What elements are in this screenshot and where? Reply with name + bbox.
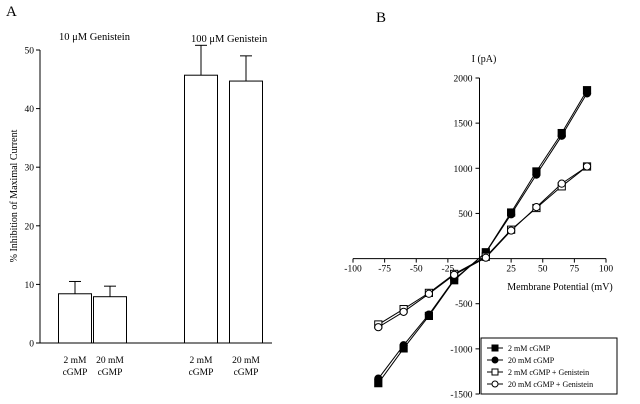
iv-x-tick-label: -25: [442, 265, 455, 275]
iv-x-tick-label: -50: [410, 265, 423, 275]
iv-y-tick-label: -500: [455, 300, 473, 310]
data-point: [507, 226, 516, 235]
iv-x-tick-label: 50: [538, 265, 548, 275]
legend-label: 20 mM cGMP: [508, 356, 555, 365]
bar-chart: 10 μM Genistein 100 μM Genistein % Inhib…: [9, 32, 272, 378]
bar-label: cGMP: [234, 368, 259, 378]
iv-y-tick-label: 2000: [454, 75, 473, 85]
data-point: [424, 289, 433, 298]
series-line: [377, 93, 588, 380]
bar-chart-y-tick-label: 40: [25, 105, 35, 115]
iv-chart: I (pA) Membrane Potential (mV) -1500 -100…: [344, 54, 618, 401]
data-point: [557, 131, 566, 140]
data-point: [532, 203, 541, 212]
iv-x-tick-label: 100: [599, 265, 614, 275]
iv-chart-ylabel: I (pA): [472, 54, 497, 65]
legend-label: 2 mM cGMP + Genistein: [508, 368, 589, 377]
bar-chart-y-tick-label: 0: [29, 340, 34, 350]
iv-legend: [480, 337, 618, 395]
data-point: [532, 170, 541, 179]
bar-label: cGMP: [189, 368, 214, 378]
data-point: [582, 162, 592, 171]
data-point: [507, 210, 516, 219]
data-point: [481, 253, 490, 262]
series-line: [378, 166, 588, 328]
iv-x-tick-label: -75: [378, 265, 391, 275]
bar-label: 2 mM: [190, 356, 214, 366]
bar-label: cGMP: [98, 368, 123, 378]
bar-chart-y-tick-label: 50: [25, 47, 35, 57]
data-point: [374, 323, 383, 332]
bar-label: 20 mM: [232, 356, 260, 366]
bar-label: cGMP: [63, 368, 88, 378]
bar: [93, 296, 127, 344]
data-point: [374, 374, 383, 383]
data-point: [399, 341, 408, 350]
iv-y-tick-label: -1000: [450, 345, 472, 355]
panel-a-letter: A: [6, 4, 17, 20]
bar-chart-y-tick-label: 30: [25, 164, 35, 174]
iv-x-tick-label: 25: [506, 265, 516, 275]
bar: [229, 80, 263, 344]
data-point: [491, 356, 499, 364]
data-point: [450, 270, 459, 279]
bar-label: 2 mM: [64, 356, 88, 366]
legend-label: 20 mM cGMP + Genistein: [508, 380, 593, 389]
bar-chart-ylabel: % Inhibition of Maximal Current: [9, 129, 20, 262]
iv-x-tick-label: 75: [570, 265, 580, 275]
iv-y-tick-label: 1000: [454, 165, 473, 175]
bar: [58, 293, 92, 344]
iv-y-tick-label: 500: [458, 210, 473, 220]
data-point: [491, 368, 499, 376]
iv-y-tick-label: 1500: [454, 120, 473, 130]
bar-chart-y-tick-label: 10: [25, 281, 35, 291]
group-label-100uM: 100 μM Genistein: [191, 34, 268, 45]
iv-y-tick-label: -1500: [450, 391, 472, 401]
iv-x-tick-label: -100: [344, 265, 362, 275]
group-label-10uM: 10 μM Genistein: [59, 32, 131, 43]
data-point: [491, 380, 499, 388]
bar-chart-y-tick-label: 20: [25, 222, 35, 232]
data-point: [399, 307, 408, 316]
iv-chart-xlabel: Membrane Potential (mV): [507, 282, 613, 293]
legend-label: 2 mM cGMP: [508, 344, 551, 353]
series-line: [378, 166, 588, 325]
bar-label: 20 mM: [96, 356, 124, 366]
data-point: [582, 89, 592, 98]
data-point: [557, 179, 566, 188]
bar: [184, 74, 218, 344]
data-point: [424, 310, 433, 319]
data-point: [491, 344, 499, 352]
panel-b-letter: B: [376, 10, 386, 26]
